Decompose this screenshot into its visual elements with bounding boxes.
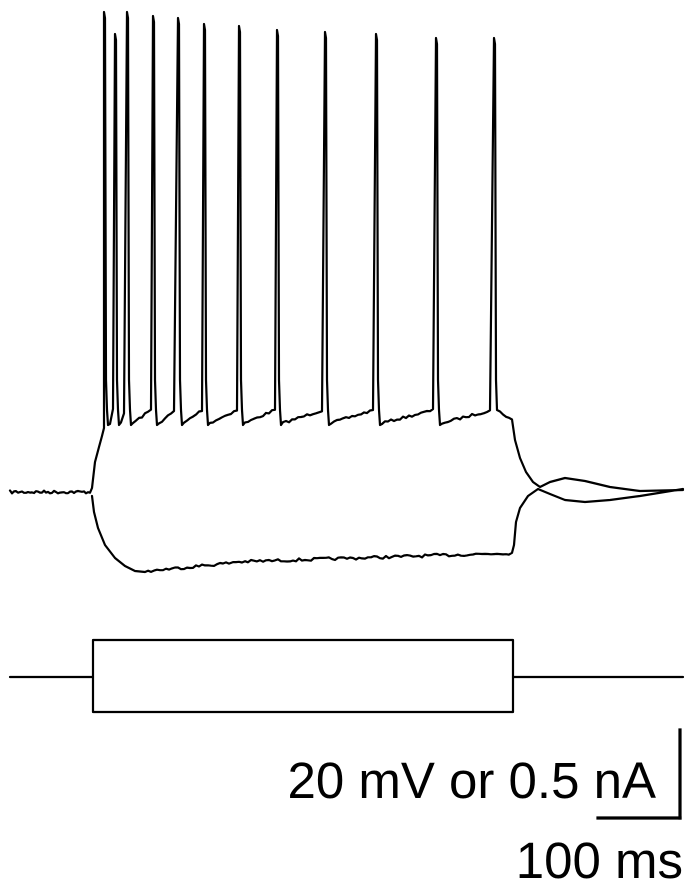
scale-bar-vertical-label: 20 mV or 0.5 nA (287, 752, 656, 809)
scale-bar: 20 mV or 0.5 nA 100 ms (287, 728, 683, 889)
scale-bar-horizontal-label: 100 ms (516, 832, 683, 889)
current-step-lower (91, 675, 515, 714)
hyperpolarizing-voltage-trace (90, 487, 685, 574)
current-step-protocol (8, 638, 685, 714)
depolarizing-voltage-trace (8, 10, 685, 495)
current-step-upper (8, 638, 685, 679)
voltage-traces (8, 10, 685, 574)
